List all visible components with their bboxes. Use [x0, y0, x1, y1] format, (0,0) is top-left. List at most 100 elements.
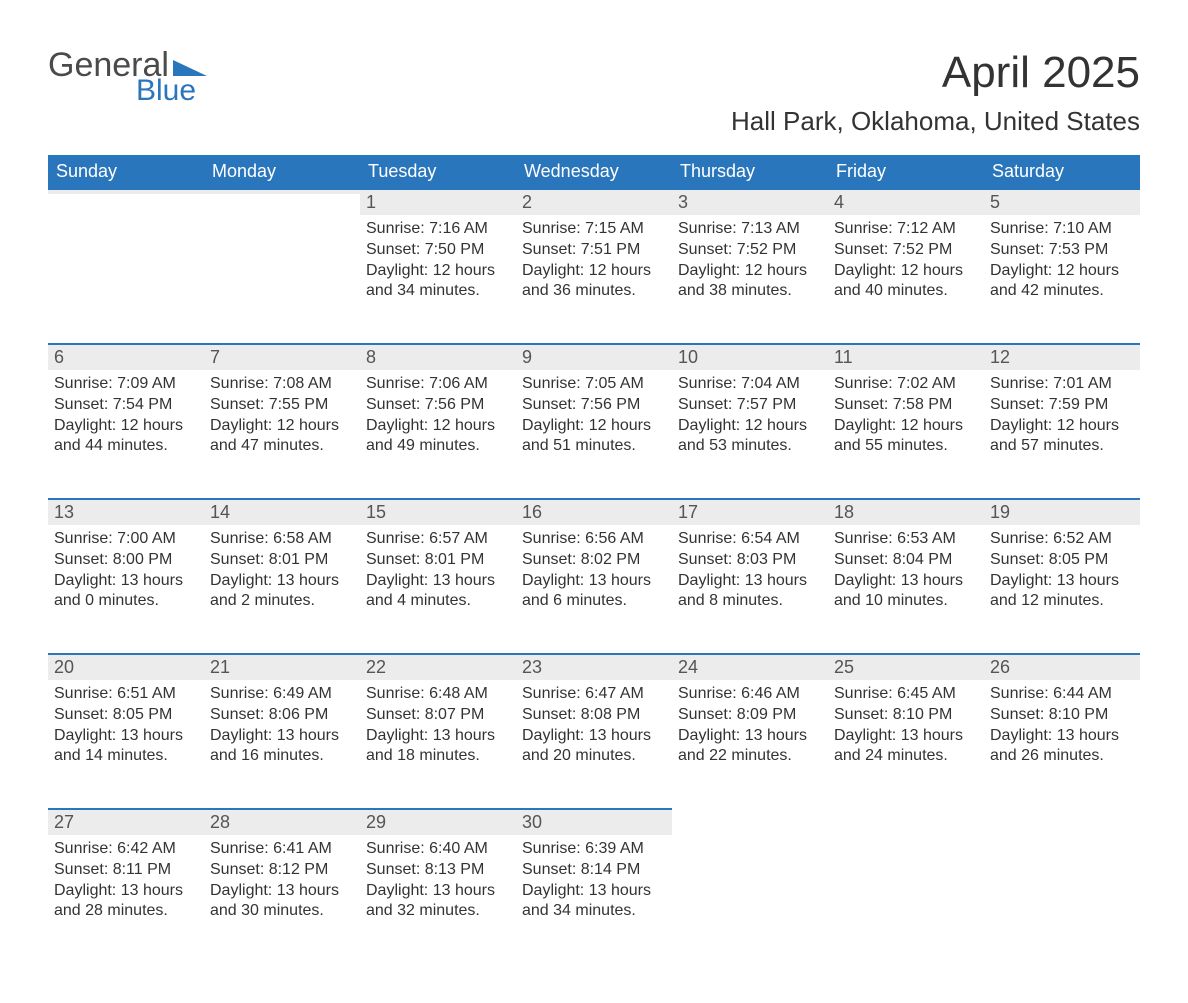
daylight-text: Daylight: 13 hours and 2 minutes. — [210, 571, 354, 613]
day-number: 14 — [204, 498, 360, 525]
daylight-text: Daylight: 13 hours and 8 minutes. — [678, 571, 822, 613]
day-body: Sunrise: 6:52 AMSunset: 8:05 PMDaylight:… — [984, 525, 1140, 624]
logo-word-blue: Blue — [136, 76, 207, 106]
sunrise-text: Sunrise: 6:49 AM — [210, 684, 354, 705]
day-body: Sunrise: 6:41 AMSunset: 8:12 PMDaylight:… — [204, 835, 360, 934]
sunrise-text: Sunrise: 6:58 AM — [210, 529, 354, 550]
sunset-text: Sunset: 7:57 PM — [678, 395, 822, 416]
daylight-text: Daylight: 13 hours and 0 minutes. — [54, 571, 198, 613]
day-number — [984, 808, 1140, 812]
day-number: 19 — [984, 498, 1140, 525]
day-number: 9 — [516, 343, 672, 370]
daylight-text: Daylight: 13 hours and 16 minutes. — [210, 726, 354, 768]
sunrise-text: Sunrise: 7:05 AM — [522, 374, 666, 395]
sunset-text: Sunset: 7:56 PM — [366, 395, 510, 416]
day-body: Sunrise: 7:01 AMSunset: 7:59 PMDaylight:… — [984, 370, 1140, 469]
daylight-text: Daylight: 13 hours and 20 minutes. — [522, 726, 666, 768]
day-body: Sunrise: 7:05 AMSunset: 7:56 PMDaylight:… — [516, 370, 672, 469]
day-body: Sunrise: 7:08 AMSunset: 7:55 PMDaylight:… — [204, 370, 360, 469]
sunset-text: Sunset: 7:56 PM — [522, 395, 666, 416]
day-body — [984, 835, 1140, 851]
day-number: 7 — [204, 343, 360, 370]
logo: General Blue — [48, 48, 207, 106]
day-body: Sunrise: 7:00 AMSunset: 8:00 PMDaylight:… — [48, 525, 204, 624]
daylight-text: Daylight: 12 hours and 57 minutes. — [990, 416, 1134, 458]
sunrise-text: Sunrise: 7:08 AM — [210, 374, 354, 395]
sunset-text: Sunset: 7:55 PM — [210, 395, 354, 416]
weekday-header: Thursday — [672, 155, 828, 188]
day-body: Sunrise: 6:56 AMSunset: 8:02 PMDaylight:… — [516, 525, 672, 624]
weekday-header: Monday — [204, 155, 360, 188]
day-number: 6 — [48, 343, 204, 370]
week-daynum-row: 12345 — [48, 188, 1140, 215]
daylight-text: Daylight: 13 hours and 10 minutes. — [834, 571, 978, 613]
daylight-text: Daylight: 13 hours and 34 minutes. — [522, 881, 666, 923]
day-number: 22 — [360, 653, 516, 680]
day-number — [48, 188, 204, 194]
day-body: Sunrise: 6:42 AMSunset: 8:11 PMDaylight:… — [48, 835, 204, 934]
sunset-text: Sunset: 8:07 PM — [366, 705, 510, 726]
calendar-table: SundayMondayTuesdayWednesdayThursdayFrid… — [48, 155, 1140, 963]
week-daynum-row: 20212223242526 — [48, 653, 1140, 680]
day-body — [828, 835, 984, 851]
daylight-text: Daylight: 13 hours and 28 minutes. — [54, 881, 198, 923]
week-body-row: Sunrise: 6:51 AMSunset: 8:05 PMDaylight:… — [48, 680, 1140, 808]
sunrise-text: Sunrise: 7:01 AM — [990, 374, 1134, 395]
day-number: 8 — [360, 343, 516, 370]
daylight-text: Daylight: 12 hours and 51 minutes. — [522, 416, 666, 458]
sunrise-text: Sunrise: 6:52 AM — [990, 529, 1134, 550]
weekday-header: Tuesday — [360, 155, 516, 188]
week-body-row: Sunrise: 7:00 AMSunset: 8:00 PMDaylight:… — [48, 525, 1140, 653]
day-body: Sunrise: 7:04 AMSunset: 7:57 PMDaylight:… — [672, 370, 828, 469]
sunrise-text: Sunrise: 6:51 AM — [54, 684, 198, 705]
sunrise-text: Sunrise: 6:41 AM — [210, 839, 354, 860]
daylight-text: Daylight: 12 hours and 53 minutes. — [678, 416, 822, 458]
sunrise-text: Sunrise: 7:12 AM — [834, 219, 978, 240]
sunset-text: Sunset: 8:01 PM — [366, 550, 510, 571]
day-number: 24 — [672, 653, 828, 680]
sunrise-text: Sunrise: 6:40 AM — [366, 839, 510, 860]
weekday-header: Sunday — [48, 155, 204, 188]
sunset-text: Sunset: 8:13 PM — [366, 860, 510, 881]
day-number: 10 — [672, 343, 828, 370]
sunrise-text: Sunrise: 7:00 AM — [54, 529, 198, 550]
day-body: Sunrise: 7:02 AMSunset: 7:58 PMDaylight:… — [828, 370, 984, 469]
week-daynum-row: 13141516171819 — [48, 498, 1140, 525]
day-number: 11 — [828, 343, 984, 370]
sunset-text: Sunset: 8:09 PM — [678, 705, 822, 726]
day-body: Sunrise: 6:58 AMSunset: 8:01 PMDaylight:… — [204, 525, 360, 624]
day-body: Sunrise: 7:16 AMSunset: 7:50 PMDaylight:… — [360, 215, 516, 314]
daylight-text: Daylight: 13 hours and 12 minutes. — [990, 571, 1134, 613]
daylight-text: Daylight: 13 hours and 4 minutes. — [366, 571, 510, 613]
daylight-text: Daylight: 12 hours and 42 minutes. — [990, 261, 1134, 303]
day-number: 5 — [984, 188, 1140, 215]
sunrise-text: Sunrise: 7:02 AM — [834, 374, 978, 395]
daylight-text: Daylight: 13 hours and 24 minutes. — [834, 726, 978, 768]
daylight-text: Daylight: 13 hours and 14 minutes. — [54, 726, 198, 768]
sunset-text: Sunset: 8:05 PM — [54, 705, 198, 726]
day-number — [828, 808, 984, 812]
day-number: 26 — [984, 653, 1140, 680]
day-body: Sunrise: 6:53 AMSunset: 8:04 PMDaylight:… — [828, 525, 984, 624]
daylight-text: Daylight: 13 hours and 32 minutes. — [366, 881, 510, 923]
weekday-header: Friday — [828, 155, 984, 188]
day-number: 20 — [48, 653, 204, 680]
sunrise-text: Sunrise: 7:13 AM — [678, 219, 822, 240]
day-number: 27 — [48, 808, 204, 835]
page-title: April 2025 — [731, 48, 1140, 98]
sunrise-text: Sunrise: 6:39 AM — [522, 839, 666, 860]
sunset-text: Sunset: 8:05 PM — [990, 550, 1134, 571]
sunset-text: Sunset: 8:01 PM — [210, 550, 354, 571]
day-body: Sunrise: 6:46 AMSunset: 8:09 PMDaylight:… — [672, 680, 828, 779]
sunset-text: Sunset: 8:03 PM — [678, 550, 822, 571]
sunset-text: Sunset: 7:59 PM — [990, 395, 1134, 416]
sunrise-text: Sunrise: 6:53 AM — [834, 529, 978, 550]
day-body: Sunrise: 7:13 AMSunset: 7:52 PMDaylight:… — [672, 215, 828, 314]
day-number: 29 — [360, 808, 516, 835]
week-daynum-row: 6789101112 — [48, 343, 1140, 370]
sunrise-text: Sunrise: 6:48 AM — [366, 684, 510, 705]
day-body: Sunrise: 6:40 AMSunset: 8:13 PMDaylight:… — [360, 835, 516, 934]
daylight-text: Daylight: 13 hours and 18 minutes. — [366, 726, 510, 768]
sunset-text: Sunset: 7:52 PM — [678, 240, 822, 261]
daylight-text: Daylight: 12 hours and 38 minutes. — [678, 261, 822, 303]
